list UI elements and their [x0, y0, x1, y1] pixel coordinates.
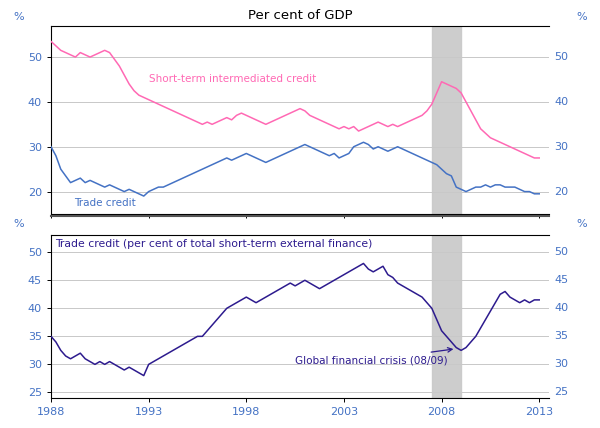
- Text: 40: 40: [554, 303, 568, 313]
- Text: Trade credit: Trade credit: [74, 198, 136, 208]
- Bar: [432, 26, 461, 214]
- Text: %: %: [576, 219, 587, 229]
- Text: 35: 35: [554, 331, 568, 342]
- Text: %: %: [13, 219, 24, 229]
- Text: Trade credit (per cent of total short-term external finance): Trade credit (per cent of total short-te…: [55, 239, 372, 249]
- Title: Per cent of GDP: Per cent of GDP: [248, 9, 352, 22]
- Text: %: %: [13, 12, 24, 22]
- Text: 25: 25: [554, 387, 568, 398]
- Text: 50: 50: [554, 52, 568, 62]
- Text: Global financial crisis (08/09): Global financial crisis (08/09): [295, 348, 452, 365]
- Bar: [432, 235, 461, 398]
- Text: %: %: [576, 12, 587, 22]
- Text: 30: 30: [554, 142, 568, 152]
- Text: 45: 45: [554, 275, 568, 285]
- Text: Short-term intermediated credit: Short-term intermediated credit: [149, 74, 316, 84]
- Text: 40: 40: [554, 97, 568, 107]
- Text: 50: 50: [554, 247, 568, 257]
- Text: 20: 20: [554, 187, 568, 196]
- Text: 30: 30: [554, 360, 568, 369]
